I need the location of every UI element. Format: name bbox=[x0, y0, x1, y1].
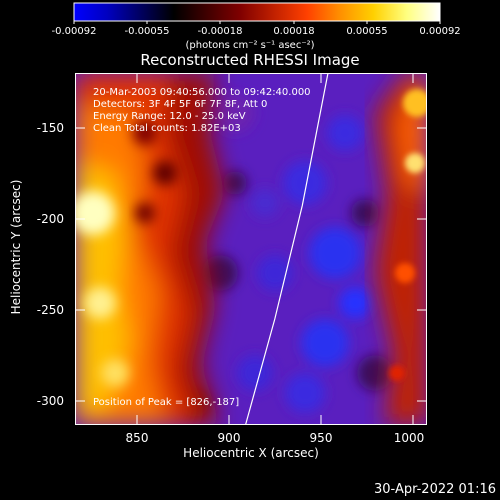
solar-limb-line bbox=[244, 73, 329, 425]
plot-title: Reconstructed RHESSI Image bbox=[140, 51, 360, 69]
peak-position-text: Position of Peak = [826,-187] bbox=[93, 397, 240, 408]
image-plot bbox=[75, 73, 427, 425]
colorbar-tick-label: 0.00018 bbox=[273, 26, 315, 37]
colorbar bbox=[73, 2, 441, 24]
x-tick-label: 850 bbox=[125, 431, 149, 445]
render-timestamp: 30-Apr-2022 01:16 bbox=[374, 482, 496, 497]
x-tick-label: 900 bbox=[217, 431, 241, 445]
colorbar-tick-label: -0.00018 bbox=[197, 26, 243, 37]
y-tick-label: -250 bbox=[36, 303, 64, 317]
detectors-text: Detectors: 3F 4F 5F 6F 7F 8F, Att 0 bbox=[93, 99, 268, 110]
clean-total-counts-text: Clean Total counts: 1.82E+03 bbox=[93, 123, 241, 134]
colorbar-units: (photons cm⁻² s⁻¹ asec⁻²) bbox=[185, 40, 315, 51]
x-axis-label: Heliocentric X (arcsec) bbox=[183, 446, 319, 460]
x-tick-label: 950 bbox=[309, 431, 333, 445]
x-tick-label: 1000 bbox=[393, 431, 425, 445]
y-axis-label: Heliocentric Y (arcsec) bbox=[9, 179, 23, 315]
emission-map bbox=[75, 73, 427, 425]
energy-range-text: Energy Range: 12.0 - 25.0 keV bbox=[93, 111, 246, 122]
y-tick-label: -150 bbox=[36, 121, 64, 135]
colorbar-tick-label: 0.00092 bbox=[419, 26, 461, 37]
colorbar-tick-label: -0.00055 bbox=[124, 26, 170, 37]
colorbar-tick-label: -0.00092 bbox=[51, 26, 97, 37]
y-tick-label: -200 bbox=[36, 212, 64, 226]
time-range-text: 20-Mar-2003 09:40:56.000 to 09:42:40.000 bbox=[93, 87, 311, 98]
y-tick-label: -300 bbox=[36, 394, 64, 408]
colorbar-tick-label: 0.00055 bbox=[346, 26, 388, 37]
